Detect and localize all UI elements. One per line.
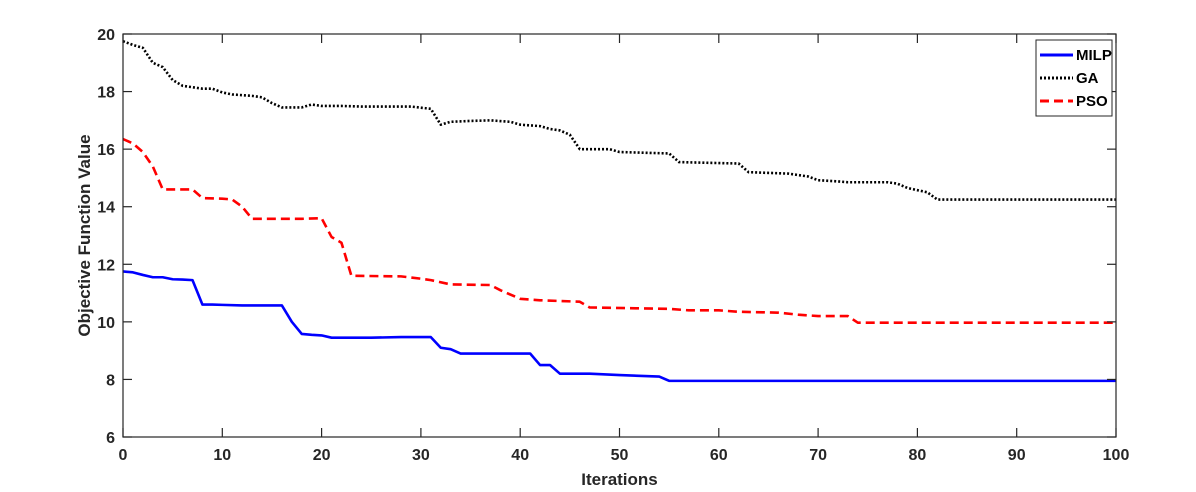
x-tick-label: 30: [412, 447, 430, 464]
x-axis-title: Iterations: [581, 470, 658, 489]
x-tick-label: 0: [119, 447, 128, 464]
y-tick-label: 16: [97, 142, 115, 159]
x-tick-label: 40: [511, 447, 529, 464]
legend-label-ga: GA: [1076, 70, 1099, 87]
x-tick-label: 80: [909, 447, 927, 464]
legend-label-milp: MILP: [1076, 47, 1112, 64]
ticks-layer: 0 10 20 30 40 50 60 70 80 90 100 6 8 10 12 14 16 18 20: [97, 27, 1129, 464]
series-line-pso: [122, 137, 1116, 325]
x-tick-label: 10: [213, 447, 231, 464]
y-tick-label: 20: [97, 27, 115, 44]
x-tick-label: 60: [710, 447, 728, 464]
x-tick-label: 70: [809, 447, 827, 464]
y-tick-label: 6: [106, 430, 115, 447]
legend: MILP GA PSO: [1035, 39, 1113, 117]
legend-label-pso: PSO: [1076, 93, 1108, 110]
x-tick-label: 50: [611, 447, 629, 464]
x-tick-label: 90: [1008, 447, 1026, 464]
y-tick-label: 8: [106, 372, 115, 389]
y-tick-label: 10: [97, 315, 115, 332]
x-tick-label: 20: [313, 447, 331, 464]
y-tick-label: 12: [97, 257, 115, 274]
y-axis-title: Objective Function Value: [75, 134, 94, 336]
series-line-ga: [122, 39, 1116, 201]
y-tick-label: 14: [97, 200, 115, 217]
series-line-milp: [122, 270, 1116, 383]
series-layer: [122, 39, 1116, 383]
plot-area: [123, 34, 1116, 437]
y-tick-label: 18: [97, 85, 115, 102]
x-tick-label: 100: [1103, 447, 1130, 464]
